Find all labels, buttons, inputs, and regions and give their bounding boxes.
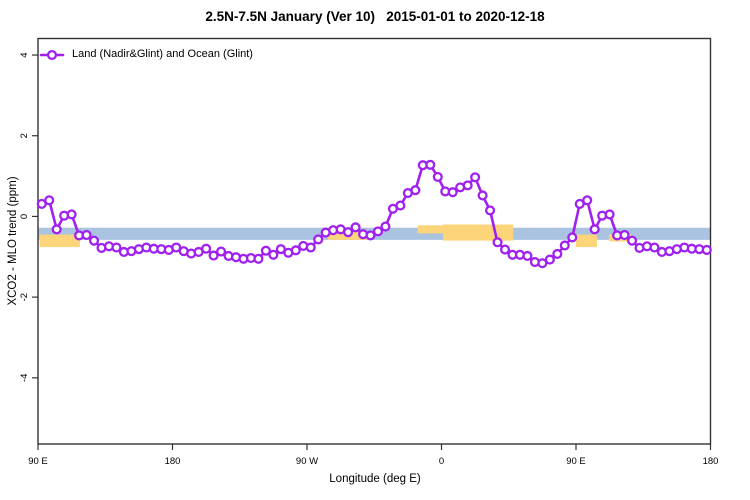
data-point-marker <box>544 254 555 265</box>
y-tick-label: 0 <box>19 214 30 219</box>
confidence-orange-patch <box>442 224 514 241</box>
data-point-marker <box>44 195 55 206</box>
data-point-marker <box>492 237 503 248</box>
data-point-marker <box>253 253 264 264</box>
x-axis-title: Longitude (deg E) <box>329 473 421 485</box>
data-point-marker <box>365 230 376 241</box>
data-point-marker <box>589 224 600 235</box>
chart-title: 2.5N-7.5N January (Ver 10) 2015-01-01 to… <box>205 9 545 24</box>
data-point-marker <box>477 190 488 201</box>
data-point-marker <box>343 227 354 238</box>
x-tick-label: 180 <box>165 456 181 467</box>
data-point-marker <box>171 242 182 253</box>
data-point-marker <box>485 205 496 216</box>
data-point-marker <box>216 246 227 257</box>
plot-border <box>37 37 712 445</box>
data-point-marker <box>268 249 279 260</box>
legend-marker-circle <box>46 49 58 61</box>
data-point-marker <box>552 248 563 260</box>
data-point-marker <box>559 240 570 251</box>
data-point-marker <box>470 172 481 183</box>
data-point-marker <box>447 187 458 198</box>
data-point-marker <box>395 200 406 211</box>
data-point-marker <box>290 245 301 256</box>
data-point-marker <box>626 235 638 246</box>
x-tick-label: 0 <box>439 456 444 467</box>
y-tick-label: -4 <box>19 374 30 382</box>
confidence-orange-patch <box>417 225 443 234</box>
y-tick-label: 2 <box>19 133 30 138</box>
data-point-marker <box>305 242 316 253</box>
data-point-marker <box>372 226 384 237</box>
confidence-orange-patch <box>39 234 80 248</box>
confidence-orange-patch <box>576 234 597 248</box>
data-point-marker <box>499 244 511 255</box>
data-point-marker <box>208 250 219 261</box>
x-tick-label: 90 W <box>296 456 318 467</box>
data-point-marker <box>350 222 361 233</box>
y-tick-label: 4 <box>19 52 30 57</box>
data-point-marker <box>81 229 92 241</box>
legend-label: Land (Nadir&Glint) and Ocean (Glint) <box>72 48 253 60</box>
x-tick-label: 180 <box>703 456 719 467</box>
data-point-marker <box>432 171 443 182</box>
data-point-marker <box>201 243 212 254</box>
data-point-marker <box>88 235 100 246</box>
data-point-marker <box>111 242 122 253</box>
data-point-marker <box>604 209 615 220</box>
data-point-marker <box>701 244 712 255</box>
data-point-marker <box>275 244 286 255</box>
data-point-marker <box>574 198 585 209</box>
data-point-marker <box>582 195 593 206</box>
data-point-marker <box>36 198 47 209</box>
x-tick-label: 90 E <box>566 456 586 467</box>
data-point-marker <box>425 159 436 170</box>
data-point-marker <box>537 258 548 269</box>
data-point-marker <box>260 245 271 256</box>
data-point-marker <box>522 250 533 262</box>
data-point-marker <box>462 180 473 191</box>
y-tick-label: -2 <box>19 293 30 301</box>
data-point-marker <box>51 224 62 235</box>
data-point-marker <box>619 229 630 241</box>
data-point-marker <box>380 221 391 232</box>
data-point-marker <box>410 185 421 196</box>
data-point-marker <box>649 242 660 253</box>
data-point-marker <box>313 234 324 245</box>
y-axis-title: XCO2 - MLO trend (ppm) <box>7 176 19 306</box>
data-point-marker <box>567 232 578 243</box>
data-point-marker <box>66 209 77 220</box>
x-tick-label: 90 E <box>28 456 48 467</box>
